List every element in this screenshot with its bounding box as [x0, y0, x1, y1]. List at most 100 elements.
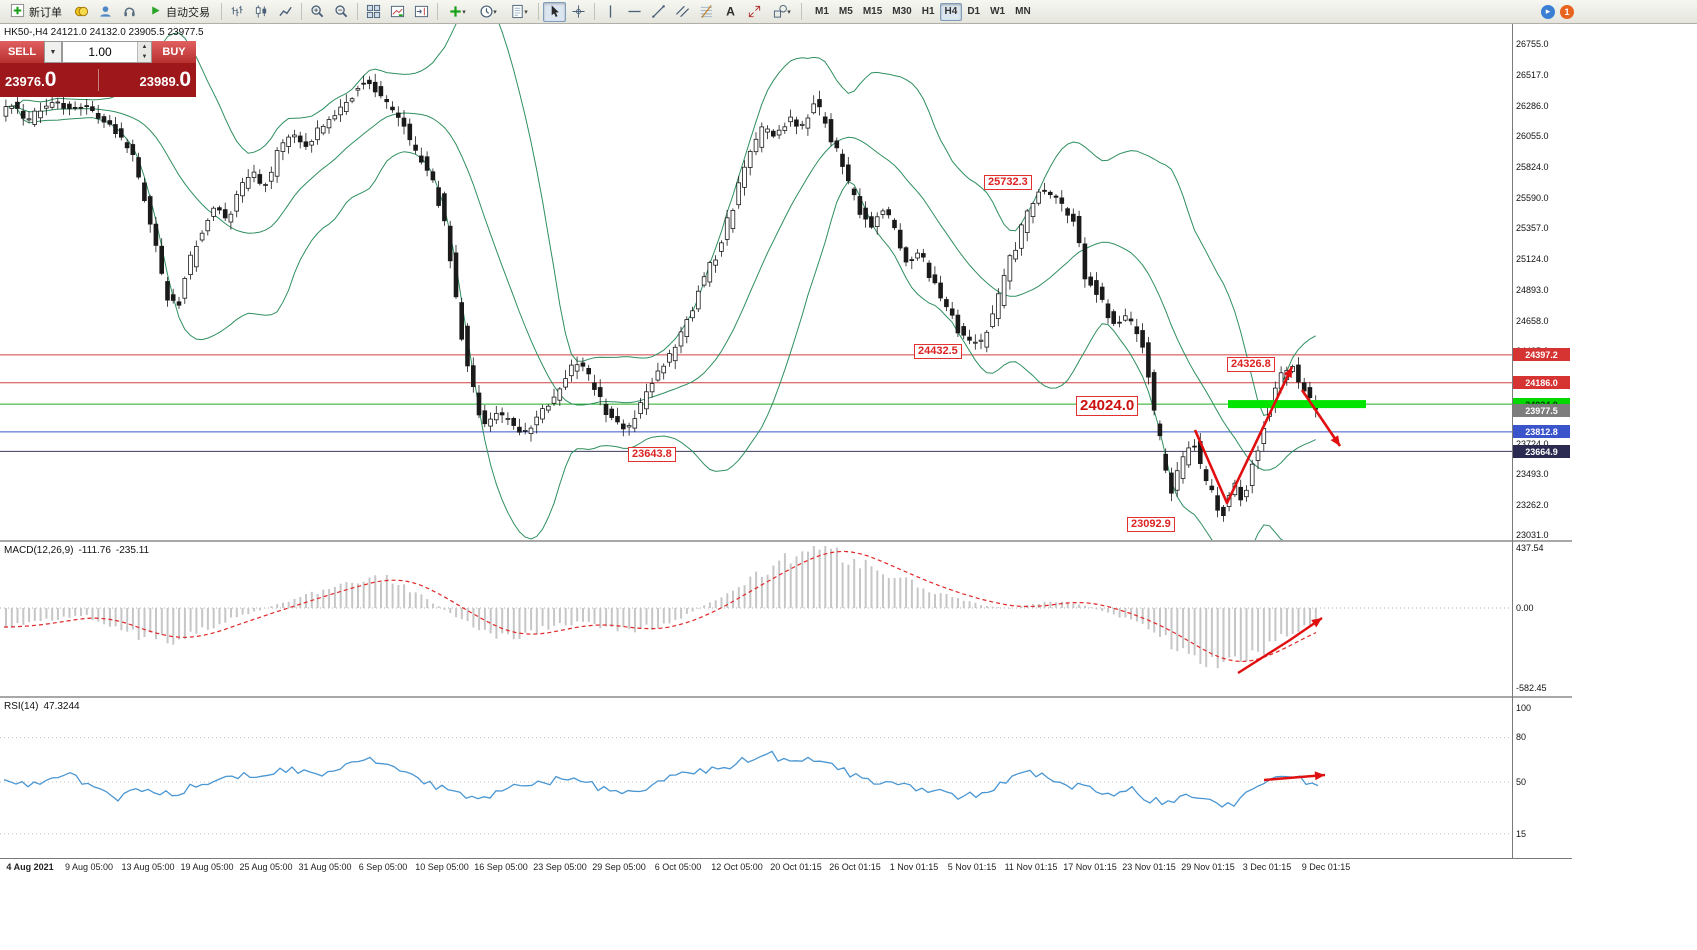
- timeframe-button-m1[interactable]: M1: [815, 6, 829, 17]
- dropdown-caret-icon: ▾: [787, 8, 791, 16]
- zoom-out-button[interactable]: [330, 2, 353, 22]
- auto-trading-label: 自动交易: [166, 6, 210, 19]
- arrows-button[interactable]: [743, 2, 766, 22]
- timeframe-button-m30[interactable]: M30: [892, 6, 912, 17]
- volume-input[interactable]: [63, 42, 137, 62]
- timeframe-button-m5[interactable]: M5: [838, 6, 853, 17]
- price-tag: 23812.8: [1513, 425, 1570, 438]
- tile-windows-icon: [366, 4, 381, 19]
- coins-button[interactable]: [70, 2, 93, 22]
- community-button[interactable]: [94, 2, 117, 22]
- equidistant-channel-button[interactable]: [671, 2, 694, 22]
- trendline-button[interactable]: [647, 2, 670, 22]
- fibonacci-icon: [699, 4, 714, 19]
- order-settings-dropdown[interactable]: ▼: [44, 41, 62, 63]
- dropdown-caret-icon: ▾: [462, 8, 466, 16]
- one-click-trading-panel: SELL ▼ ▲ ▼ BUY 23976.0 23989.0: [0, 41, 196, 97]
- time-axis-line: [0, 858, 1572, 859]
- text-button[interactable]: A: [719, 2, 742, 22]
- shapes-icon: [773, 4, 788, 19]
- periods-button[interactable]: ▾: [473, 2, 503, 22]
- arrows-icon: [747, 4, 762, 19]
- panel-separator[interactable]: [0, 540, 1572, 542]
- fibonacci-button[interactable]: [695, 2, 718, 22]
- timeframe-button-m15[interactable]: M15: [862, 6, 883, 17]
- price-callout-label[interactable]: 23643.8: [628, 447, 676, 462]
- sell-button[interactable]: SELL: [0, 41, 44, 63]
- rsi-trend-arrow[interactable]: [1263, 771, 1326, 782]
- auto-trading-button[interactable]: 自动交易: [142, 1, 217, 23]
- date-label: 3 Dec 01:15: [1242, 862, 1292, 872]
- new-order-button[interactable]: 新订单: [3, 1, 69, 23]
- svg-text:A: A: [726, 5, 735, 19]
- cursor-button[interactable]: [543, 1, 566, 22]
- date-label: 12 Oct 05:00: [711, 862, 763, 872]
- templates-button[interactable]: ▾: [504, 2, 534, 22]
- add-indicator-button[interactable]: ▾: [442, 2, 472, 22]
- zoom-in-icon: [310, 4, 325, 19]
- buy-price[interactable]: 23989. 0: [139, 68, 191, 91]
- crosshair-button[interactable]: [567, 2, 590, 22]
- price-axis-label: 25824.0: [1516, 162, 1549, 172]
- date-label: 26 Oct 01:15: [829, 862, 881, 872]
- support-highlight-bar[interactable]: [1228, 400, 1366, 409]
- support-button[interactable]: [118, 2, 141, 22]
- buy-button[interactable]: BUY: [152, 41, 196, 63]
- price-callout-label[interactable]: 25732.3: [984, 175, 1032, 190]
- horizontal-line-button[interactable]: [623, 2, 646, 22]
- community-icon: [98, 4, 113, 19]
- auto-scroll-button[interactable]: [386, 2, 409, 22]
- macd-indicator-chart[interactable]: [0, 542, 1512, 696]
- rsi-name: RSI(14): [4, 701, 39, 712]
- volume-increase-button[interactable]: ▲: [137, 42, 151, 52]
- toolbar-separator: [594, 3, 595, 20]
- price-axis-label: 26517.0: [1516, 70, 1549, 80]
- new-order-icon: [10, 3, 25, 21]
- date-label: 13 Aug 05:00: [121, 862, 175, 872]
- date-label: 20 Oct 01:15: [770, 862, 822, 872]
- sell-price[interactable]: 23976. 0: [5, 68, 57, 91]
- date-label: 19 Aug 05:00: [180, 862, 234, 872]
- dropdown-caret-icon: ▾: [524, 8, 528, 16]
- price-axis-label: 24658.0: [1516, 316, 1549, 326]
- macd-axis-label: -582.45: [1516, 683, 1547, 693]
- macd-axis-label: 437.54: [1516, 543, 1544, 553]
- shapes-button[interactable]: ▾: [767, 2, 797, 22]
- rsi-indicator-chart[interactable]: [0, 698, 1512, 858]
- zoom-in-button[interactable]: [306, 2, 329, 22]
- bar-chart-button[interactable]: [226, 2, 249, 22]
- price-axis-label: 25590.0: [1516, 193, 1549, 203]
- main-price-chart[interactable]: [0, 24, 1512, 540]
- timeframe-button-w1[interactable]: W1: [990, 6, 1006, 17]
- date-label: 29 Sep 05:00: [592, 862, 646, 872]
- timeframe-button-mn[interactable]: MN: [1015, 6, 1031, 17]
- candlestick-chart-button[interactable]: [250, 2, 273, 22]
- price-callout-label[interactable]: 24432.5: [914, 344, 962, 359]
- macd-value-signal: -235.11: [115, 545, 150, 556]
- crosshair-icon: [571, 4, 586, 19]
- macd-trend-arrow[interactable]: [1237, 617, 1323, 675]
- price-axis-label: 26286.0: [1516, 101, 1549, 111]
- trend-arrows[interactable]: [1193, 366, 1342, 505]
- price-callout-label[interactable]: 24024.0: [1076, 396, 1139, 416]
- timeframe-button-h4[interactable]: H4: [939, 2, 963, 21]
- macd-histogram: [5, 546, 1317, 669]
- timeframe-button-h1[interactable]: H1: [921, 6, 935, 17]
- price-callout-label[interactable]: 23092.9: [1127, 517, 1175, 532]
- volume-decrease-button[interactable]: ▼: [137, 52, 151, 62]
- panel-separator[interactable]: [0, 696, 1572, 698]
- tile-windows-button[interactable]: [362, 2, 385, 22]
- vertical-line-button[interactable]: [599, 2, 622, 22]
- chart-shift-button[interactable]: [410, 2, 433, 22]
- price-axis-label: 24893.0: [1516, 285, 1549, 295]
- date-label: 31 Aug 05:00: [298, 862, 352, 872]
- timeframe-button-d1[interactable]: D1: [967, 6, 981, 17]
- line-chart-button[interactable]: [274, 2, 297, 22]
- date-label: 11 Nov 01:15: [1004, 862, 1058, 872]
- price-callout-label[interactable]: 24326.8: [1227, 357, 1275, 372]
- connection-status-icon[interactable]: ▸: [1541, 4, 1555, 19]
- price-axis-line: [1512, 24, 1513, 858]
- toolbar-separator: [301, 3, 302, 20]
- rsi-label: RSI(14) 47.3244: [4, 701, 80, 712]
- notification-badge[interactable]: 1: [1560, 4, 1574, 19]
